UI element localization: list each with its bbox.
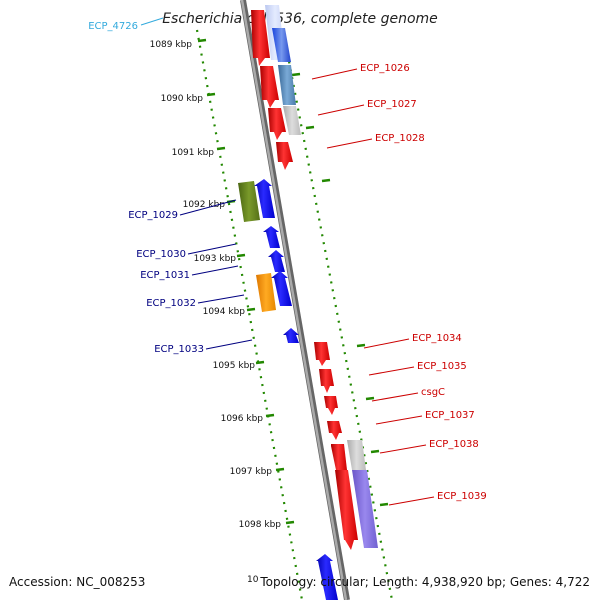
gene-labels: ECP_1026 ECP_1027 ECP_1028 ECP_1029 ECP_… — [128, 63, 487, 502]
gene-arrow-ecp-1038[interactable] — [331, 444, 347, 470]
feature-bar[interactable] — [238, 181, 260, 222]
leader-line — [363, 338, 410, 349]
leader-line — [187, 243, 237, 255]
feature-bar[interactable] — [347, 440, 366, 470]
gene-arrow-ecp-1030[interactable] — [263, 226, 280, 248]
gene-arrow-ecp-1028b[interactable] — [276, 142, 293, 170]
left-ruler-tick — [246, 307, 256, 312]
leader-line — [375, 415, 423, 425]
tick-label: 1093 kbp — [194, 254, 237, 264]
gene-arrow-ecp-1029[interactable] — [254, 179, 275, 218]
leader-line — [191, 265, 239, 276]
accession-text: Accession: NC_008253 — [9, 575, 145, 589]
feature-bar[interactable] — [272, 28, 291, 62]
right-ruler-tick — [321, 178, 331, 183]
gene-arrows — [251, 10, 358, 600]
left-ruler-tick — [255, 360, 265, 365]
topology-text: Topology: circular; Length: 4,938,920 bp… — [259, 575, 590, 589]
gene-arrow-ecp-1035[interactable] — [319, 369, 334, 393]
kbp-tick-labels: 1089 kbp 1090 kbp 1091 kbp 1092 kbp 1093… — [150, 40, 282, 530]
right-ruler-tick — [305, 125, 315, 130]
kbp-ruler-ticks — [197, 38, 389, 525]
tick-label: 1090 kbp — [161, 94, 204, 104]
right-ruler-tick — [356, 343, 366, 348]
left-ruler-tick — [206, 92, 216, 97]
genome-title: Escherichia coli 536, complete genome — [162, 11, 438, 27]
leader-line — [371, 392, 419, 402]
right-ruler-line — [281, 29, 394, 600]
gene-label[interactable]: ECP_1035 — [417, 361, 467, 372]
feature-bar[interactable] — [352, 470, 378, 548]
tick-label: 1098 kbp — [239, 520, 282, 530]
leader-line — [368, 366, 415, 376]
right-ruler-tick — [379, 502, 389, 507]
gene-label[interactable]: ECP_1030 — [136, 249, 186, 260]
gene-label[interactable]: csgC — [421, 387, 445, 398]
gene-arrow-partial[interactable] — [316, 554, 338, 600]
leader-line — [379, 444, 427, 454]
right-ruler-tick — [370, 449, 380, 454]
tick-label: 1095 kbp — [213, 361, 256, 371]
gene-label[interactable]: ECP_1029 — [128, 210, 178, 221]
left-ruler-line — [195, 29, 304, 600]
offscreen-leader-line — [140, 17, 164, 26]
partial-tick-label: 10 — [247, 575, 259, 585]
gene-arrow-ecp-1032[interactable] — [271, 271, 292, 306]
tick-label: 1094 kbp — [203, 307, 246, 317]
leader-line — [311, 68, 358, 80]
feature-bar[interactable] — [278, 65, 296, 105]
left-ruler-tick — [236, 253, 246, 258]
gene-arrow-ecp-1037[interactable] — [327, 421, 342, 440]
gene-label[interactable]: ECP_1033 — [154, 344, 204, 355]
left-ruler-tick — [265, 413, 275, 418]
left-ruler-tick — [216, 146, 226, 151]
tick-label: 1091 kbp — [172, 148, 215, 158]
tick-label: 1096 kbp — [221, 414, 264, 424]
gene-arrow-csgc[interactable] — [324, 396, 338, 415]
gene-label[interactable]: ECP_1031 — [140, 270, 190, 281]
gene-arrow-ecp-1033[interactable] — [283, 328, 299, 343]
gene-label[interactable]: ECP_1026 — [360, 63, 410, 74]
gene-arrow-ecp-1027[interactable] — [260, 66, 279, 108]
feature-bar[interactable] — [283, 106, 301, 135]
tick-label: 1089 kbp — [150, 40, 193, 50]
left-ruler-tick — [197, 38, 207, 43]
leader-line — [326, 138, 373, 149]
gene-arrow-ecp-1026[interactable] — [251, 10, 270, 66]
gene-arrow-ecp-1031[interactable] — [268, 250, 285, 272]
tick-label: 1092 kbp — [183, 200, 226, 210]
gene-arrow-ecp-1028[interactable] — [268, 108, 286, 140]
leader-line — [205, 339, 253, 350]
left-ruler-tick — [285, 520, 295, 525]
leader-line — [317, 104, 365, 116]
right-ruler-tick — [291, 72, 301, 77]
leader-line — [197, 294, 245, 304]
feature-bar[interactable] — [256, 273, 276, 312]
gene-label[interactable]: ECP_1039 — [437, 491, 487, 502]
offscreen-feature-label[interactable]: ECP_4726 — [88, 21, 138, 32]
gene-label[interactable]: ECP_1037 — [425, 410, 475, 421]
feature-track-secondary — [238, 5, 378, 548]
right-ruler-tick — [365, 396, 375, 401]
leader-line — [388, 496, 435, 506]
gene-label[interactable]: ECP_1028 — [375, 133, 425, 144]
left-ruler-tick — [275, 467, 285, 472]
genome-backbone — [240, 0, 348, 600]
gene-leader-lines — [179, 68, 435, 506]
gene-arrow-ecp-1039[interactable] — [335, 470, 358, 550]
gene-label[interactable]: ECP_1027 — [367, 99, 417, 110]
gene-label[interactable]: ECP_1034 — [412, 333, 462, 344]
leader-line — [179, 199, 237, 216]
tick-label: 1097 kbp — [230, 467, 273, 477]
gene-label[interactable]: ECP_1032 — [146, 298, 196, 309]
gene-arrow-ecp-1034[interactable] — [314, 342, 330, 366]
gene-label[interactable]: ECP_1038 — [429, 439, 479, 450]
